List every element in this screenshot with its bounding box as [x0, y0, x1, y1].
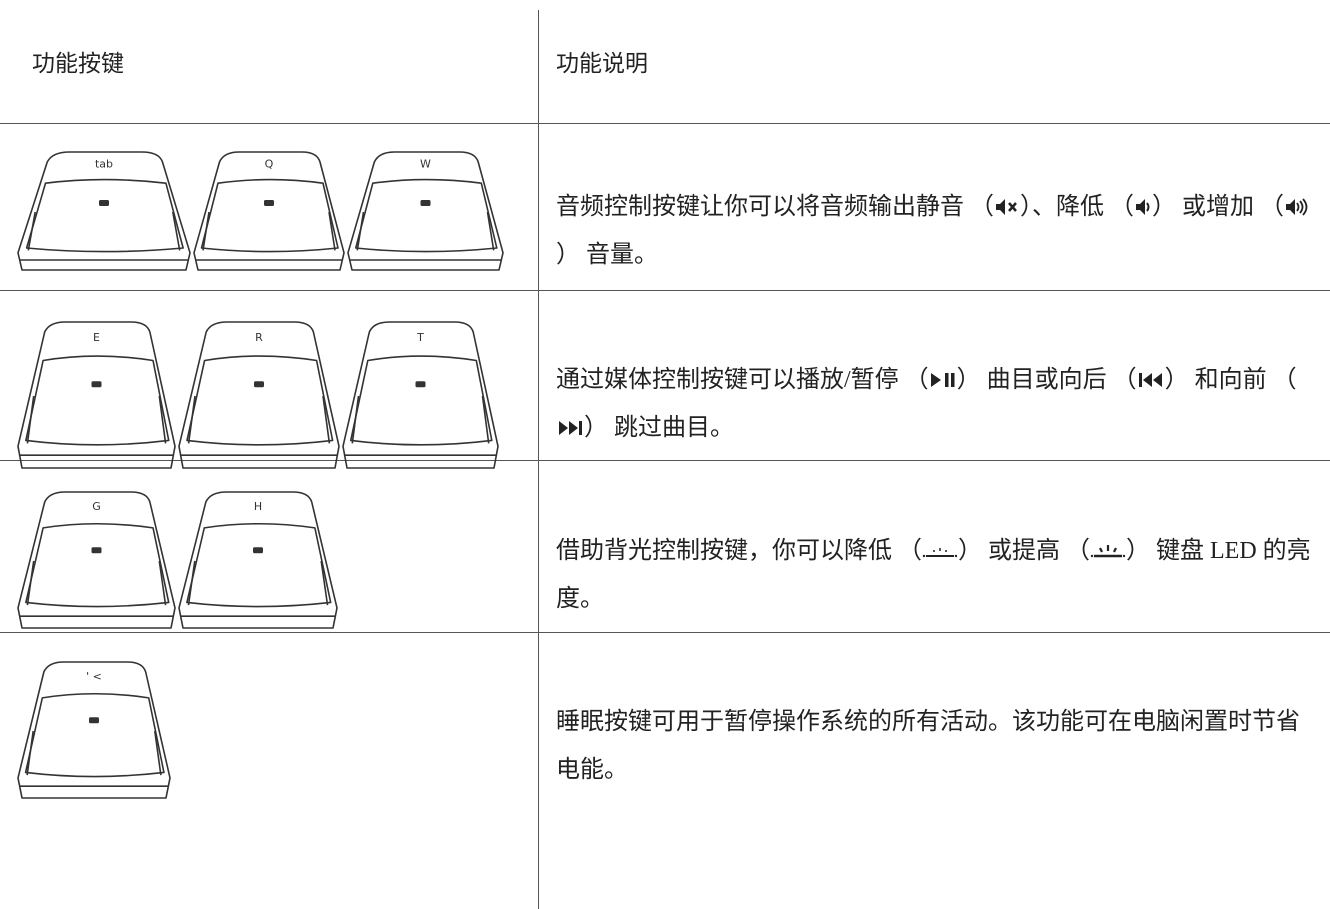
- row-divider: [0, 290, 1330, 291]
- keycap-face: [354, 178, 498, 253]
- key-icon: [99, 200, 109, 206]
- keycap-outline: [17, 151, 191, 271]
- keycap-outline: [342, 321, 499, 469]
- keycap-face: [25, 178, 184, 253]
- keycap-outline: [17, 321, 176, 469]
- text: ） 键盘 LED 的亮度。: [556, 538, 1311, 612]
- text: ） 或增加 （: [1152, 194, 1284, 220]
- play-pause-icon: [930, 373, 955, 387]
- text: ） 曲目或向后 （: [956, 367, 1137, 393]
- keycap-edge: [20, 211, 188, 261]
- row-divider: [0, 632, 1330, 633]
- keycap-edge: [20, 395, 173, 456]
- text: ） 音量。: [556, 242, 658, 268]
- key-icon: [91, 381, 102, 388]
- keycap-outline: [178, 491, 338, 629]
- row-divider: [0, 123, 1330, 124]
- description: 通过媒体控制按键可以播放/暂停 （ ） 曲目或向后 （ ） 和向前 （ ） 跳过曲目。: [556, 356, 1316, 452]
- keycap-edge: [20, 730, 168, 787]
- key-icon: [415, 381, 426, 388]
- text: ）、降低 （: [1020, 194, 1134, 220]
- keycap-outline: [17, 661, 171, 799]
- keycap-face: [186, 355, 334, 446]
- text: ） 跳过曲目。: [584, 415, 734, 441]
- keycap-edge: [350, 211, 501, 261]
- key-icon: [264, 200, 274, 206]
- keycap-outline: [347, 151, 504, 271]
- column-divider: [538, 10, 539, 909]
- description: 音频控制按键让你可以将音频输出静音 （ ）、降低 （ ） 或增加 （ ） 音量。: [556, 183, 1316, 279]
- key-icon: [89, 717, 99, 724]
- key-icon: [420, 200, 431, 206]
- keycap-face: [200, 178, 339, 253]
- backlight-up-icon: [1090, 545, 1126, 558]
- backlight-down-icon: [922, 548, 958, 558]
- key-label: G: [92, 500, 101, 513]
- description: 借助背光控制按键，你可以降低 （ ） 或提高 （） 键盘 LED 的亮度。: [556, 527, 1316, 623]
- mute-icon: [996, 199, 1017, 215]
- key-icon: [254, 381, 264, 388]
- text: 借助背光控制按键，你可以降低 （: [556, 538, 922, 564]
- keycap-outline: [17, 491, 176, 629]
- key-icon: [253, 547, 263, 554]
- keycap-edge: [20, 560, 173, 617]
- header-cell: 功能按键: [32, 51, 124, 76]
- keycap-outline: [193, 151, 345, 271]
- keycap-edge: [345, 395, 496, 456]
- keycap-face: [25, 355, 170, 446]
- volume-up-icon: [1286, 198, 1308, 216]
- key-label: H: [254, 500, 262, 513]
- keycap-face: [25, 522, 170, 608]
- description: 睡眠按键可用于暂停操作系统的所有活动。该功能可在电脑闲置时节省电能。: [556, 698, 1316, 794]
- key-label: W: [420, 158, 431, 171]
- text: 睡眠按键可用于暂停操作系统的所有活动。该功能可在电脑闲置时节省电能。: [556, 709, 1300, 783]
- keycap-face: [24, 692, 165, 778]
- keycap-outline: [178, 321, 340, 469]
- text: ） 和向前 （: [1164, 367, 1297, 393]
- text: 音频控制按键让你可以将音频输出静音 （: [556, 194, 994, 220]
- text: ） 或提高 （: [958, 538, 1090, 564]
- volume-down-icon: [1136, 199, 1150, 215]
- key-icon: [91, 547, 102, 554]
- previous-icon: [1138, 373, 1162, 387]
- keycap-edge: [181, 560, 335, 617]
- row-divider: [0, 460, 1330, 461]
- key-label: R: [255, 331, 263, 344]
- key-label: tab: [95, 158, 113, 171]
- keycap-edge: [181, 395, 337, 456]
- key-illustrations: tab Q W E R T G H ' <: [17, 151, 504, 799]
- keycap-face: [186, 522, 332, 608]
- header-cell: 功能说明: [556, 51, 648, 76]
- key-label: Q: [265, 158, 274, 171]
- keycap-edge: [196, 211, 342, 261]
- next-icon: [559, 421, 582, 435]
- keycap-face: [349, 355, 493, 446]
- key-label: E: [93, 331, 100, 344]
- text: 通过媒体控制按键可以播放/暂停 （: [556, 367, 929, 393]
- key-label: T: [416, 331, 424, 344]
- key-label: ' <: [86, 670, 102, 683]
